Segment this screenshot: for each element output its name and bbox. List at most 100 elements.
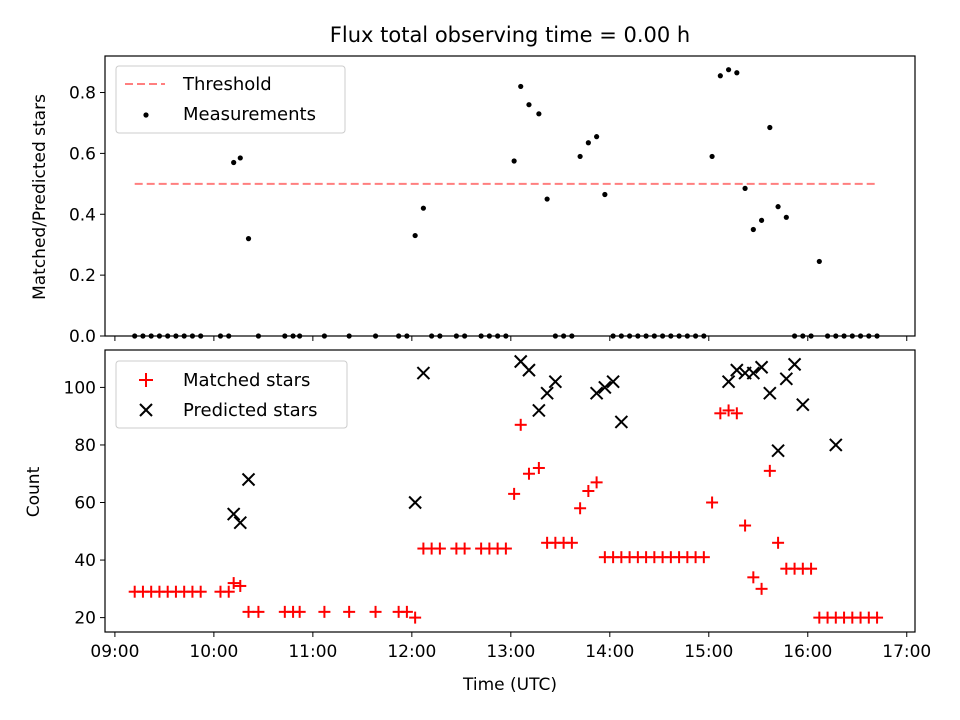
top-ytick-label-0: 0.0: [69, 327, 96, 347]
predicted-point-21: [779, 372, 794, 386]
matched-point-77: [871, 611, 884, 624]
bottom-ytick-label-4: 100: [64, 378, 96, 398]
predicted-point-4: [416, 366, 431, 380]
matched-point-62: [747, 571, 760, 584]
matched-point-41: [574, 502, 587, 515]
top-ticks: 0.0 0.2 0.4 0.6 0.8: [69, 84, 908, 347]
top-ytick-label-4: 0.8: [69, 84, 96, 104]
bottom-legend-box: [115, 360, 348, 429]
xtick-label-8: 17:00: [882, 642, 931, 662]
xtick-label-2: 11:00: [288, 642, 337, 662]
matched-point-22: [400, 605, 413, 618]
bottom-legend: Matched stars Predicted stars: [115, 360, 348, 429]
predicted-point-9: [548, 374, 563, 389]
measurement-point-13: [245, 236, 252, 242]
bottom-ylabel: Count: [24, 466, 44, 517]
measurement-point-42: [585, 140, 591, 146]
matched-point-58: [714, 407, 727, 420]
predicted-point-19: [763, 386, 777, 400]
legend-matched-swatch: [139, 373, 153, 387]
measurement-point-24: [420, 205, 426, 211]
matched-point-20: [369, 605, 382, 618]
measurement-point-11: [231, 159, 237, 166]
measurement-point-61: [742, 185, 748, 191]
matched-point-40: [565, 536, 578, 549]
predicted-point-24: [829, 438, 843, 452]
matched-point-65: [772, 536, 785, 549]
matched-point-8: [194, 585, 207, 598]
predicted-point-0: [226, 507, 241, 521]
legend-threshold-label: Threshold: [182, 74, 272, 95]
top-plot-frame: [104, 55, 916, 337]
measurement-point-41: [577, 153, 583, 160]
matched-point-64: [763, 464, 776, 477]
predicted-point-12: [606, 374, 620, 389]
measurement-point-34: [518, 83, 524, 90]
measurement-point-37: [544, 196, 550, 202]
measurement-point-66: [783, 214, 789, 220]
bottom-panel: 09:00 10:00 11:00 12:00 13:00 14:00 15:00 16:00…: [24, 349, 932, 695]
measurement-point-64: [767, 124, 773, 131]
measurement-point-70: [816, 258, 822, 265]
measurement-point-62: [750, 226, 756, 233]
predicted-point-8: [540, 386, 554, 400]
matched-point-33: [508, 487, 521, 500]
xtick-label-1: 10:00: [189, 642, 238, 662]
matched-point-26: [433, 542, 446, 555]
matched-point-11: [227, 577, 240, 590]
xlabel: Time (UTC): [462, 675, 557, 695]
measurement-point-12: [237, 155, 243, 161]
xtick-label-6: 15:00: [684, 642, 733, 662]
predicted-point-20: [771, 444, 785, 458]
measurement-point-63: [758, 217, 765, 223]
matched-point-36: [532, 461, 545, 474]
predicted-point-13: [614, 415, 629, 429]
predicted-point-14: [721, 374, 736, 389]
matched-point-59: [722, 404, 735, 417]
predicted-point-18: [754, 360, 769, 374]
measurement-point-43: [594, 134, 600, 140]
xtick-label-5: 14:00: [585, 642, 634, 662]
predicted-point-7: [532, 403, 546, 418]
legend-predicted-label: Predicted stars: [183, 400, 317, 421]
matched-point-34: [514, 418, 527, 431]
top-ytick-label-2: 0.4: [69, 205, 96, 225]
predicted-point-6: [522, 363, 536, 377]
predicted-point-17: [746, 366, 761, 380]
chart-title: Flux total observing time = 0.00 h: [330, 23, 690, 47]
matched-point-43: [590, 476, 603, 489]
legend-matched-label: Matched stars: [183, 370, 310, 391]
bottom-marks: [128, 354, 884, 624]
bottom-ytick-label-0: 20: [74, 609, 96, 629]
matched-point-69: [805, 562, 818, 575]
bottom-plot-frame: [104, 349, 916, 633]
matched-point-19: [343, 605, 356, 618]
predicted-point-2: [241, 472, 256, 487]
measurement-point-23: [412, 232, 418, 239]
bottom-ytick-label-3: 80: [74, 436, 96, 456]
bottom-ticks: 09:00 10:00 11:00 12:00 13:00 14:00 15:00 16:00…: [64, 378, 932, 662]
measurement-point-65: [775, 204, 781, 210]
top-ylabel: Matched/Predicted stars: [30, 94, 50, 300]
matched-point-56: [697, 551, 710, 564]
matched-point-60: [730, 407, 743, 420]
top-legend-box: [115, 65, 346, 134]
measurement-point-36: [536, 111, 542, 117]
matched-point-57: [706, 496, 719, 509]
top-panel: 0.00.20.40.60.8 Matched/Predicted stars …: [30, 55, 916, 347]
predicted-point-1: [233, 515, 247, 530]
legend-measurements-swatch: [143, 112, 149, 118]
matched-point-32: [499, 542, 512, 555]
predicted-point-22: [787, 357, 802, 372]
legend-measurements-label: Measurements: [183, 104, 316, 125]
matched-point-63: [755, 582, 768, 595]
matched-point-10: [222, 585, 235, 598]
xtick-label-7: 16:00: [783, 642, 832, 662]
measurement-point-35: [526, 102, 532, 108]
xtick-label-0: 09:00: [90, 642, 139, 662]
bottom-ytick-label-2: 60: [74, 494, 96, 514]
measurement-point-33: [511, 158, 517, 164]
matched-point-23: [409, 611, 422, 624]
predicted-point-10: [589, 386, 604, 400]
measurement-point-59: [725, 67, 732, 73]
